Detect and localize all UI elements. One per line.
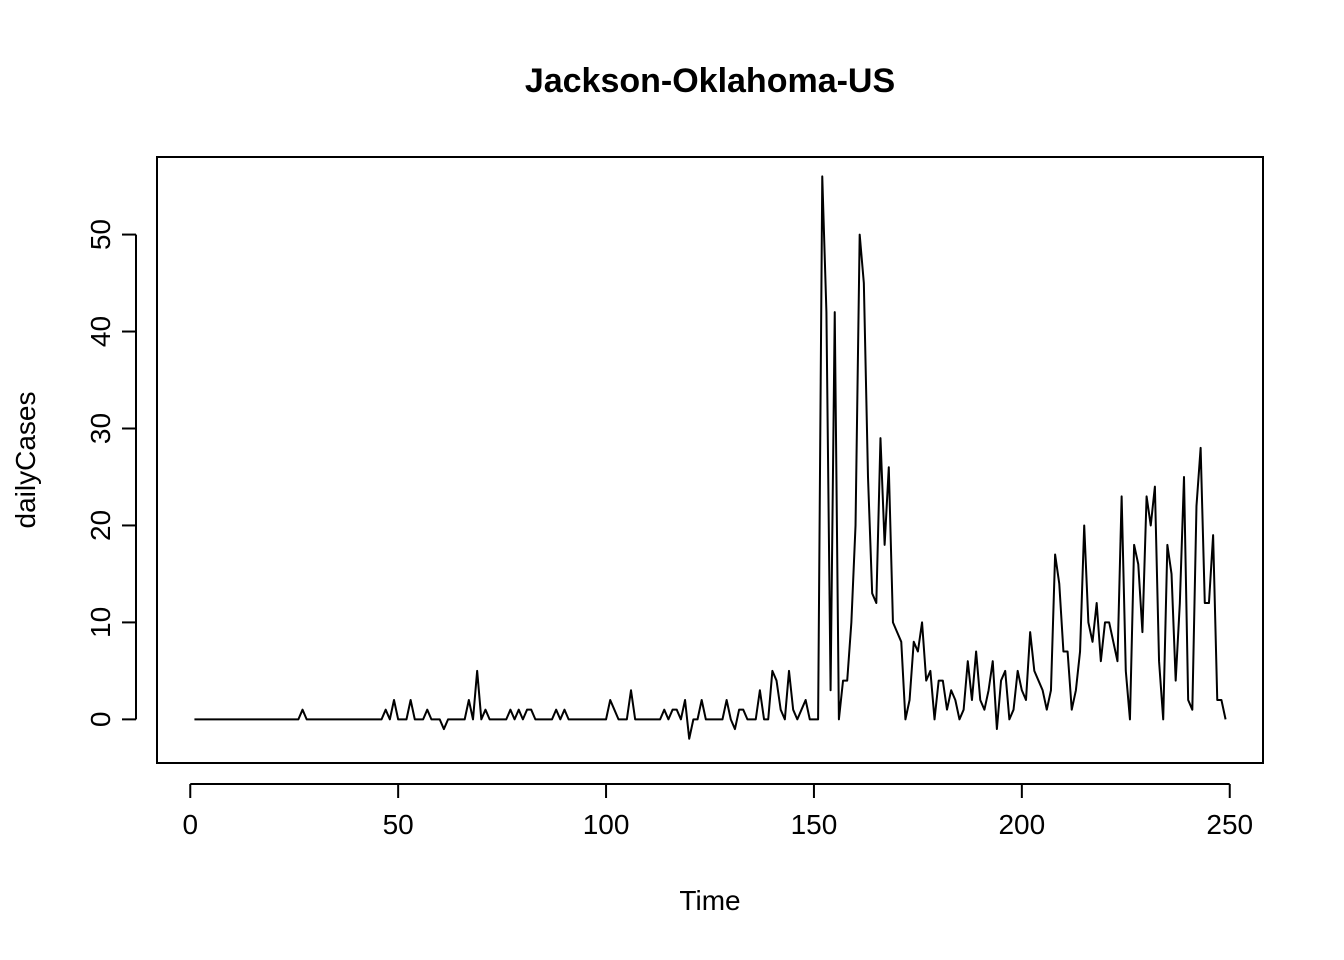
series-line — [194, 175, 1227, 740]
x-axis: 0 50 100 150 200 250 — [182, 783, 1253, 840]
plot-frame — [156, 156, 1264, 764]
y-tick-label: 10 — [85, 607, 116, 638]
y-axis-label: dailyCases — [10, 392, 41, 529]
x-axis-label: Time — [679, 885, 740, 916]
x-tick-label: 200 — [998, 809, 1045, 840]
x-tick-label: 100 — [583, 809, 630, 840]
series-layer — [194, 175, 1227, 740]
chart-title: Jackson-Oklahoma-US — [525, 62, 895, 100]
y-tick-label: 20 — [85, 510, 116, 541]
x-tick-label: 0 — [182, 809, 198, 840]
x-tick-label: 50 — [383, 809, 414, 840]
y-tick-label: 50 — [85, 219, 116, 250]
x-tick-label: 250 — [1206, 809, 1253, 840]
y-axis: 0 10 20 30 40 50 — [85, 219, 137, 728]
y-tick-label: 0 — [85, 712, 116, 728]
y-tick-label: 30 — [85, 413, 116, 444]
x-tick-label: 150 — [791, 809, 838, 840]
y-tick-label: 40 — [85, 316, 116, 347]
